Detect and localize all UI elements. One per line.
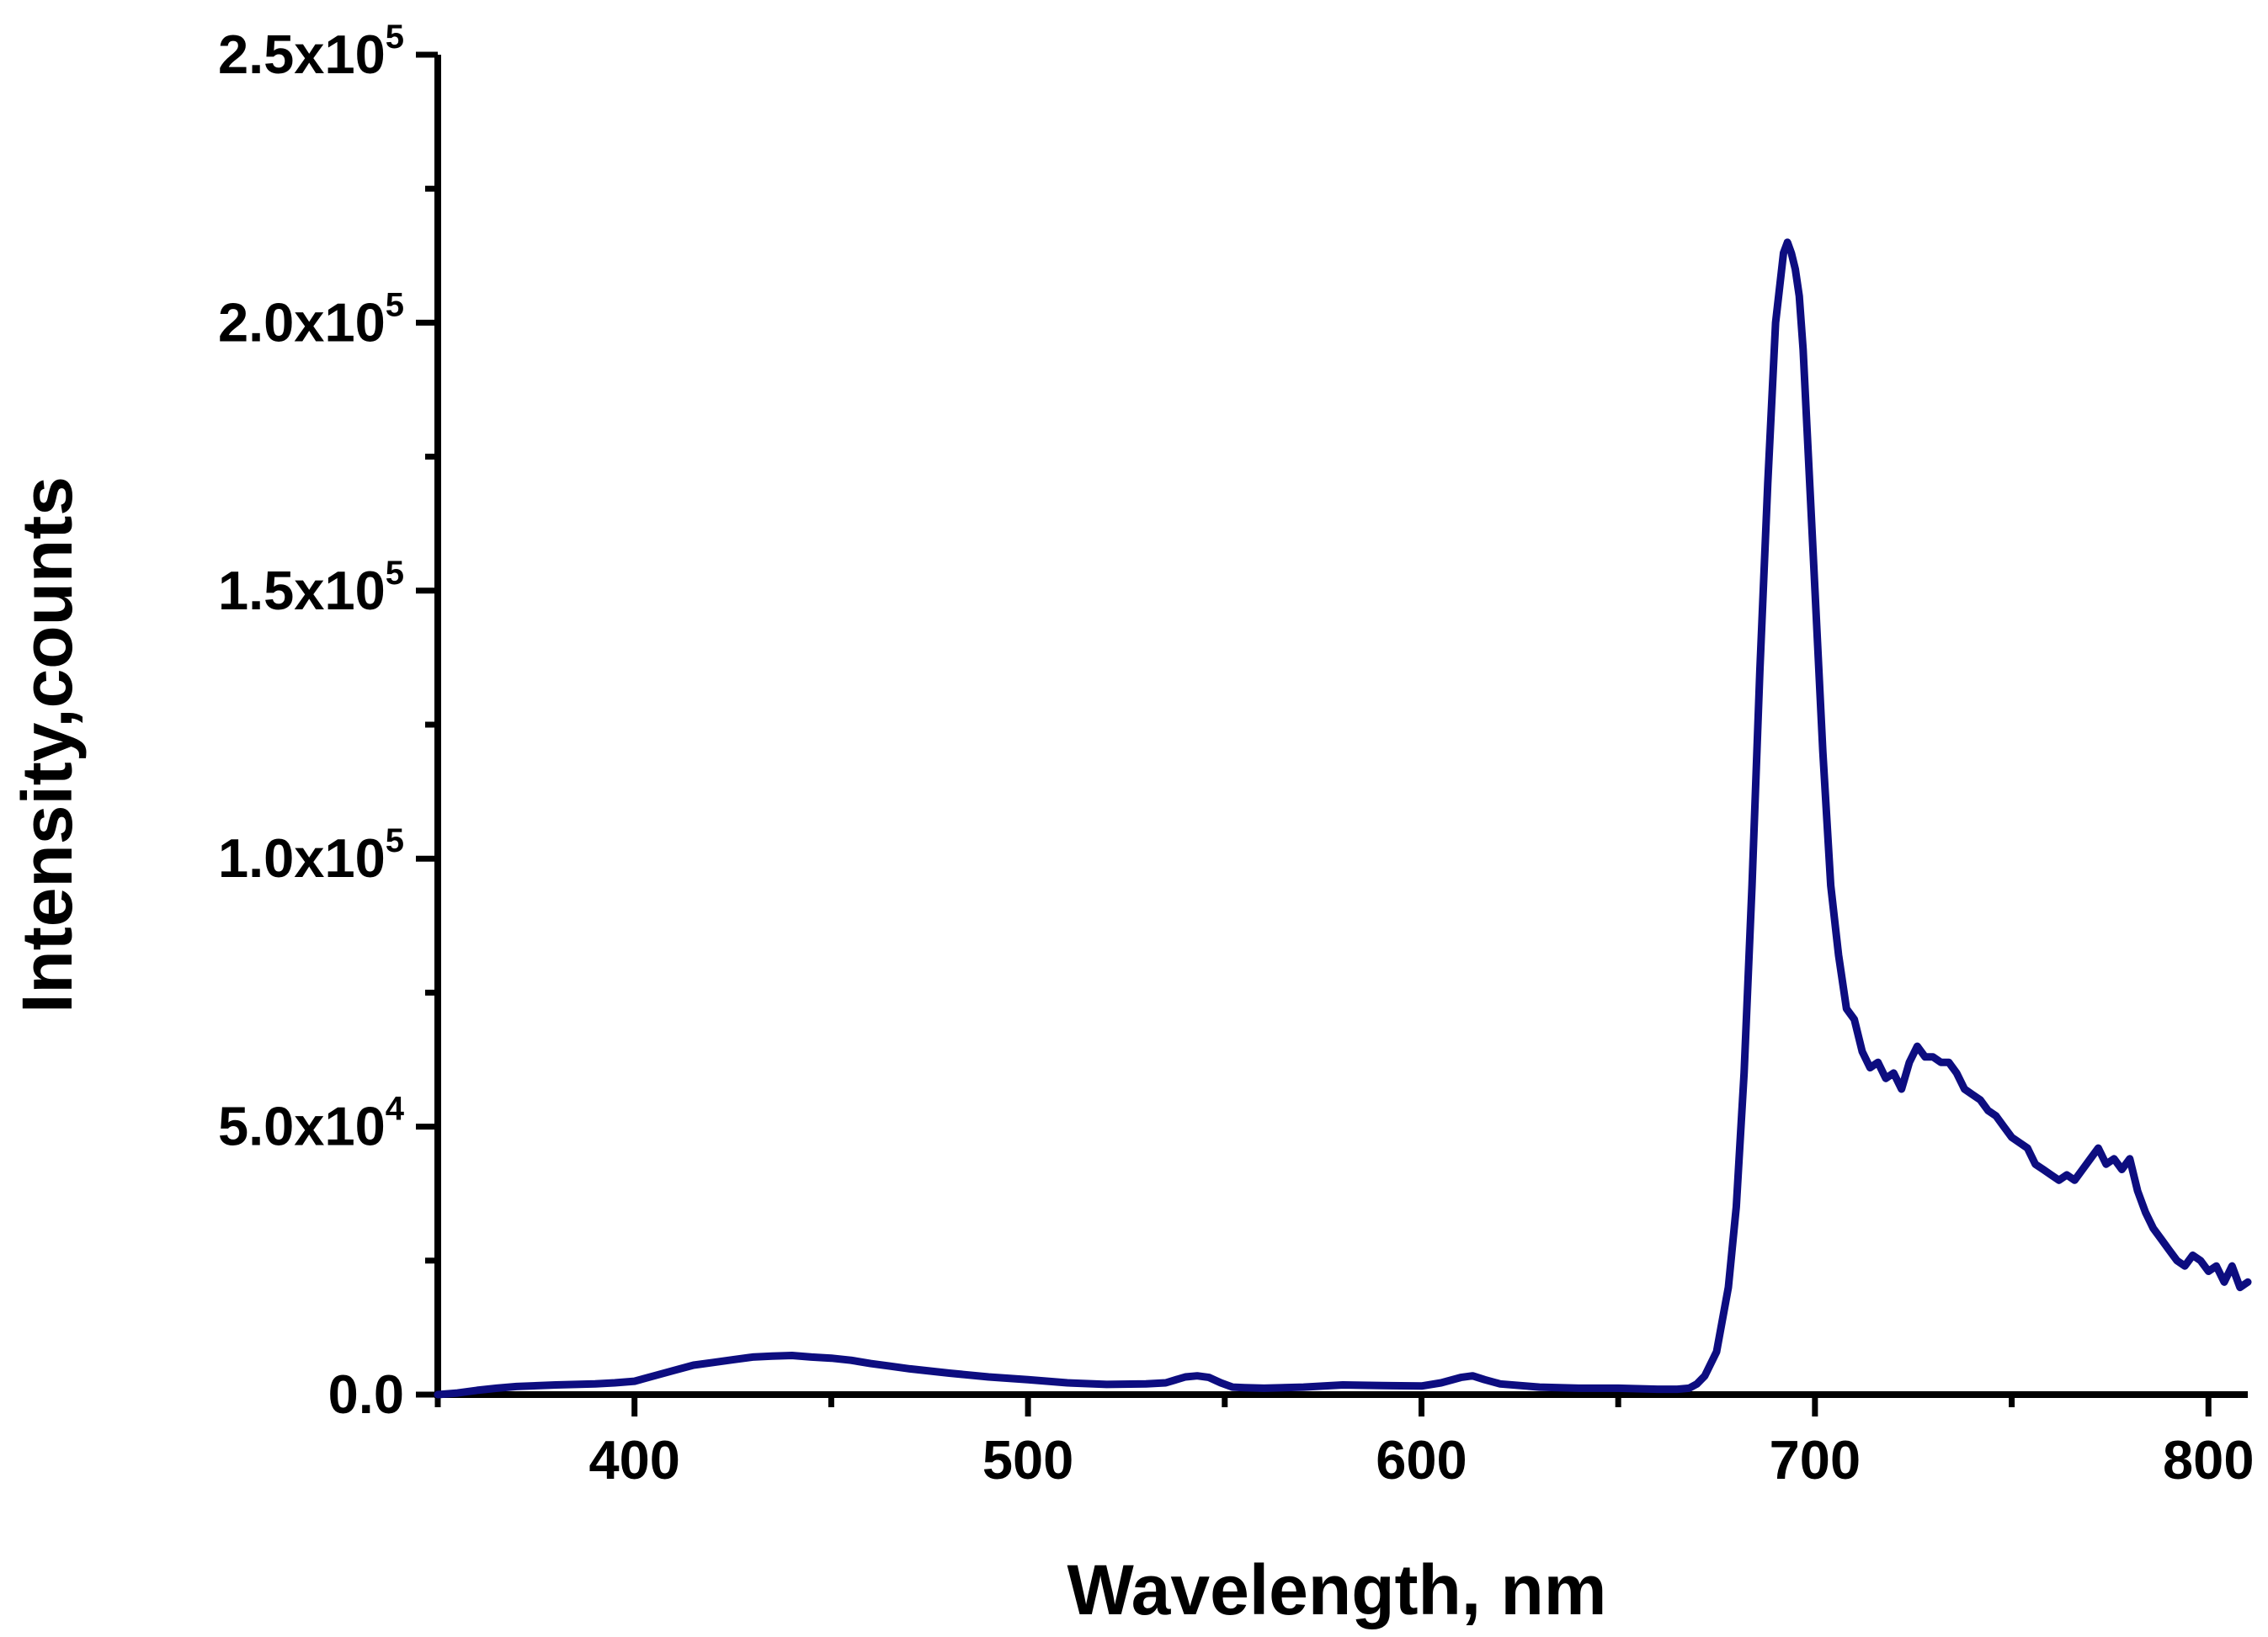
x-axis-ticks: 400 500 600 700 800	[434, 1395, 2254, 1491]
y-tick-label: 1.0x105	[218, 822, 404, 889]
y-tick-label: 1.5x105	[218, 555, 404, 621]
x-tick-label: 600	[1376, 1429, 1467, 1491]
x-tick-label: 700	[1770, 1429, 1861, 1491]
x-tick-label: 500	[982, 1429, 1073, 1491]
x-axis-title: Wavelength, nm	[1067, 1550, 1607, 1629]
intensity-series-line	[434, 238, 2252, 1399]
y-axis-title: Intensity,counts	[8, 476, 87, 1013]
y-tick-label: 2.0x105	[218, 286, 404, 353]
y-tick-label: 0.0	[328, 1363, 404, 1425]
y-tick-label: 2.5x105	[218, 19, 404, 85]
x-tick-label: 800	[2163, 1429, 2254, 1491]
y-axis-ticks: 0.0 5.0x104 1.0x105 1.5x105 2.0x105 2.5x105	[218, 19, 438, 1425]
x-tick-label: 400	[588, 1429, 679, 1491]
y-tick-label: 5.0x104	[218, 1091, 405, 1157]
